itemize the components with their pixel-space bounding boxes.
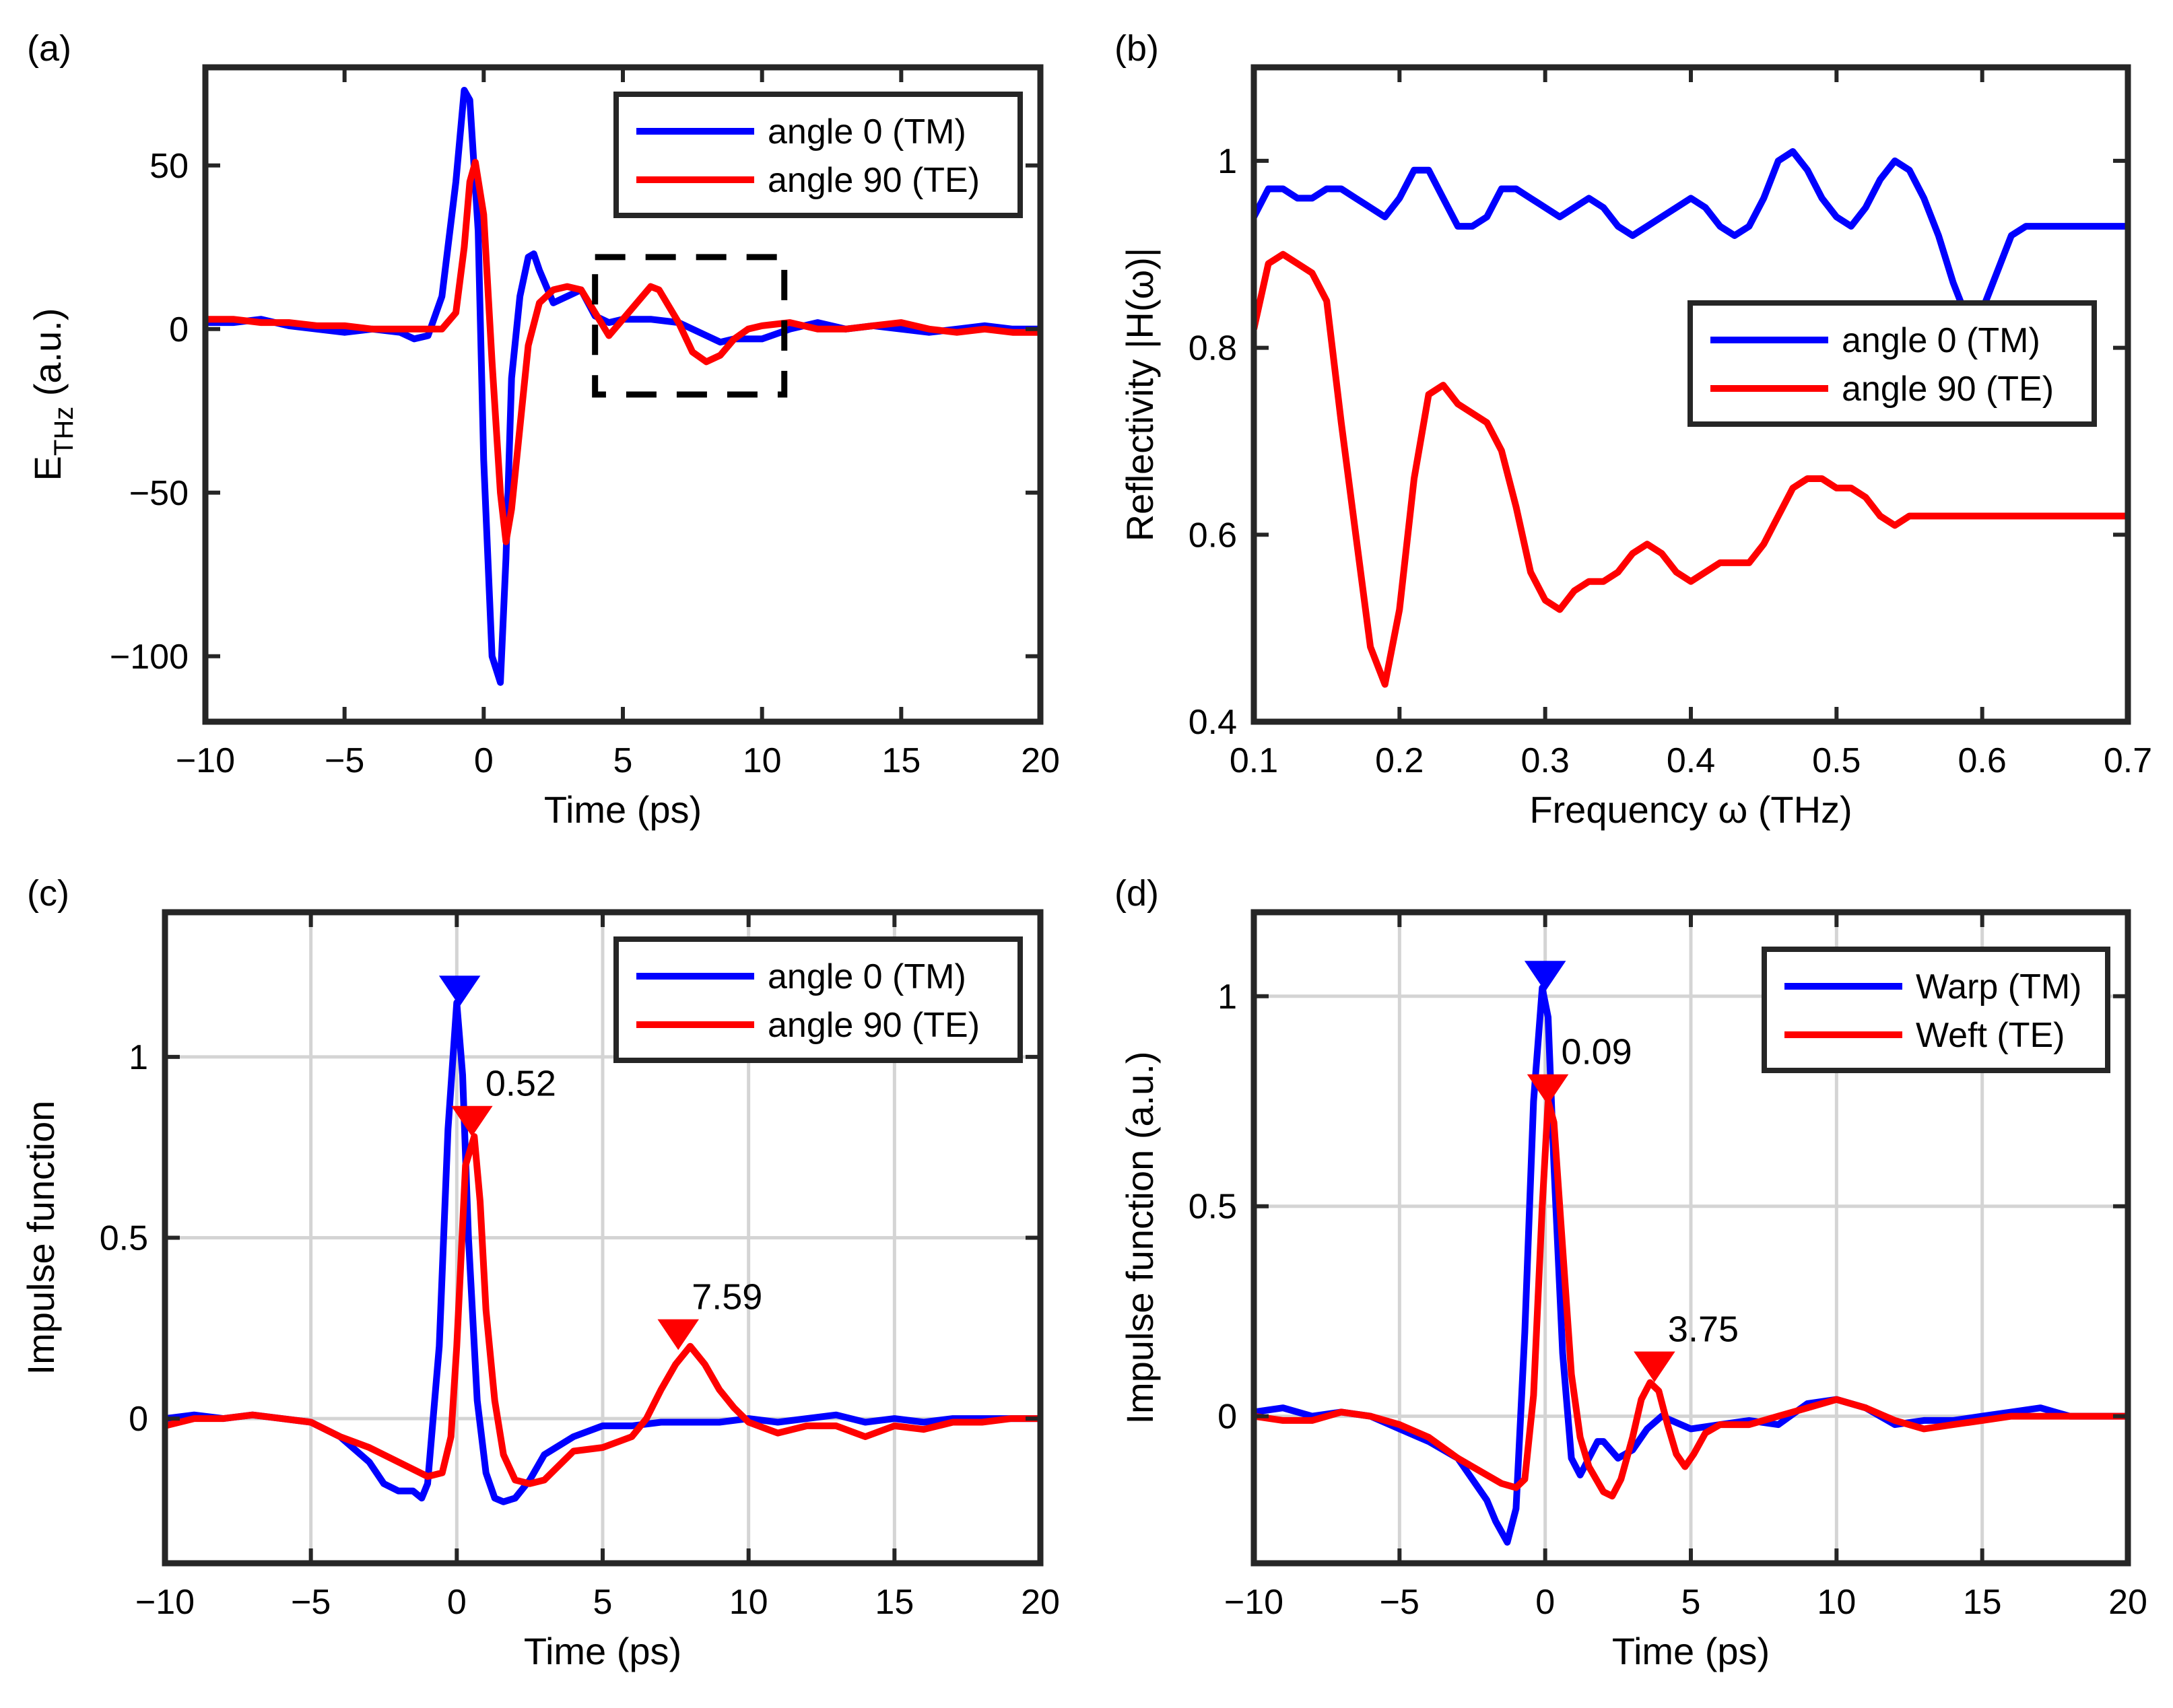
x-tick-label: 15 xyxy=(881,741,921,780)
y-tick-label: 50 xyxy=(149,147,189,186)
x-tick-label: 0 xyxy=(1535,1583,1555,1622)
x-tick-label: 10 xyxy=(743,741,782,780)
x-tick-label: 20 xyxy=(1021,741,1060,780)
x-tick-label: 5 xyxy=(613,741,633,780)
y-tick-label: 0.4 xyxy=(1189,703,1237,742)
legend: angle 0 (TM) angle 90 (TE) xyxy=(613,92,1023,218)
series-line-te xyxy=(1254,250,2128,688)
legend: Warp (TM) Weft (TE) xyxy=(1762,947,2110,1073)
peak-marker xyxy=(657,1319,699,1351)
y-axis-label: Impulse function xyxy=(20,1101,62,1375)
peak-marker xyxy=(1524,961,1566,992)
x-axis-label: Time (ps) xyxy=(544,788,702,831)
x-tick-label: −5 xyxy=(291,1583,331,1622)
peak-label: 0.52 xyxy=(486,1064,556,1104)
y-tick-label: 0.6 xyxy=(1189,516,1237,555)
x-tick-label: 0.6 xyxy=(1958,741,2007,780)
x-tick-label: 0.5 xyxy=(1812,741,1861,780)
y-axis-label: Impulse function (a.u.) xyxy=(1118,1051,1161,1424)
panel-c: (c) 0.52 7.59 −10 −5 0 5 10 15 20 0 0.5 1 Time (ps) Im… xyxy=(20,873,1060,1672)
x-tick-label: −5 xyxy=(325,741,364,780)
x-tick-label: 0.7 xyxy=(2104,741,2152,780)
x-tick-label: 0.4 xyxy=(1667,741,1715,780)
panel-label: (d) xyxy=(1114,873,1159,914)
y-tick-label: 0.5 xyxy=(1189,1188,1237,1227)
peak-marker xyxy=(1527,1074,1569,1105)
legend-box xyxy=(1687,300,2097,427)
y-tick-label: −50 xyxy=(129,474,189,513)
legend-label: Warp (TM) xyxy=(1916,967,2081,1006)
peak-marker xyxy=(1634,1351,1675,1383)
series-line-te xyxy=(205,158,1040,545)
legend-label: angle 90 (TE) xyxy=(768,161,980,200)
panel-b: (b) 0.1 0.2 0.3 0.4 0.5 0.6 0.7 0.4 0.6 0.8 1 Freque… xyxy=(1114,28,2152,831)
series-line-tm xyxy=(1254,148,2128,323)
y-axis-label: Reflectivity |H(ω)| xyxy=(1118,248,1161,542)
panel-label: (a) xyxy=(27,28,71,69)
y-tick-label: 1 xyxy=(129,1038,148,1077)
legend-label: angle 90 (TE) xyxy=(768,1006,980,1045)
panel-label: (c) xyxy=(27,873,69,914)
x-tick-label: 5 xyxy=(1681,1583,1701,1622)
x-axis-label: Frequency ω (THz) xyxy=(1529,788,1852,831)
x-tick-label: 10 xyxy=(729,1583,768,1622)
y-tick-label: 0.5 xyxy=(100,1219,148,1258)
x-tick-label: 0.1 xyxy=(1230,741,1278,780)
y-tick-label: 1 xyxy=(1217,978,1237,1017)
y-tick-label: 0.8 xyxy=(1189,329,1237,368)
dashed-box-annotation xyxy=(592,254,788,398)
legend-box xyxy=(613,92,1023,218)
x-tick-label: 20 xyxy=(1021,1583,1060,1622)
x-tick-label: −10 xyxy=(176,741,235,780)
series-line-tm xyxy=(165,999,1040,1505)
peak-marker xyxy=(438,976,481,1006)
peak-marker xyxy=(451,1105,493,1137)
x-axis-label: Time (ps) xyxy=(1612,1630,1770,1672)
y-tick-label: 0 xyxy=(129,1400,148,1439)
panel-label: (b) xyxy=(1114,28,1159,69)
y-tick-label: −100 xyxy=(110,638,189,677)
x-tick-label: 15 xyxy=(1963,1583,2002,1622)
series-line-te xyxy=(1254,1097,2128,1500)
x-tick-label: −5 xyxy=(1380,1583,1419,1622)
x-tick-label: 0.2 xyxy=(1375,741,1424,780)
legend-label: angle 0 (TM) xyxy=(768,957,966,996)
y-tick-label: 0 xyxy=(1217,1398,1237,1437)
series-line-te xyxy=(165,1133,1040,1487)
y-axis-label: ETHz (a.u.) xyxy=(26,308,79,481)
x-tick-label: 15 xyxy=(875,1583,914,1622)
y-tick-label: 0 xyxy=(169,310,189,349)
legend-box xyxy=(613,936,1023,1063)
legend-label: Weft (TE) xyxy=(1916,1016,2065,1055)
x-tick-label: −10 xyxy=(135,1583,195,1622)
peak-label: 3.75 xyxy=(1668,1309,1739,1349)
legend-label: angle 0 (TM) xyxy=(768,112,966,151)
x-tick-label: 0.3 xyxy=(1521,741,1570,780)
panel-d: (d) 0.09 3.75 −10 −5 0 5 10 15 20 0 0.5 1 Time (ps) Im… xyxy=(1114,873,2147,1672)
x-tick-label: 20 xyxy=(2108,1583,2147,1622)
x-tick-label: 10 xyxy=(1817,1583,1856,1622)
x-tick-label: 0 xyxy=(474,741,494,780)
x-tick-label: 5 xyxy=(593,1583,613,1622)
legend: angle 0 (TM) angle 90 (TE) xyxy=(613,936,1023,1063)
legend-box xyxy=(1762,947,2110,1073)
y-tick-label: 1 xyxy=(1217,142,1237,181)
x-axis-label: Time (ps) xyxy=(524,1630,681,1672)
peak-label: 7.59 xyxy=(692,1277,762,1318)
x-tick-label: −10 xyxy=(1224,1583,1283,1622)
legend: angle 0 (TM) angle 90 (TE) xyxy=(1687,300,2097,427)
x-tick-label: 0 xyxy=(447,1583,467,1622)
legend-label: angle 90 (TE) xyxy=(1842,370,2054,409)
peak-label: 0.09 xyxy=(1562,1032,1632,1072)
legend-label: angle 0 (TM) xyxy=(1842,321,2040,360)
